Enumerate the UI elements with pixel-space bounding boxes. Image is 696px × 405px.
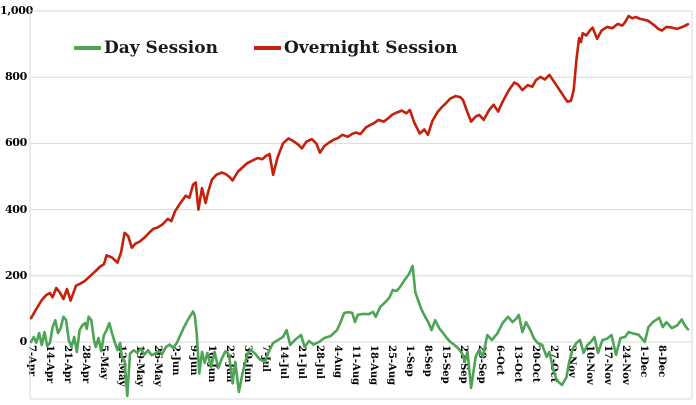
legend: Day Session Overnight Session: [74, 38, 458, 58]
overnight-session-line-swatch: [253, 46, 281, 50]
legend-item-overnight-session: Overnight Session: [253, 38, 458, 58]
overnight-session-legend-label: Overnight Session: [283, 38, 458, 58]
day-session-line-swatch: [74, 46, 101, 50]
y-axis-label: 600: [4, 136, 27, 150]
y-axis-label: 200: [4, 268, 27, 282]
y-axis-label: 0: [19, 335, 28, 348]
legend-item-day-session: Day Session: [74, 38, 218, 58]
day-session-legend-label: Day Session: [104, 38, 218, 58]
y-axis-label: 1,000: [0, 4, 33, 17]
series-line-day-session: [29, 264, 690, 398]
y-axis-label: 400: [4, 202, 27, 216]
series-line-overnight-session: [29, 14, 690, 320]
y-axis-label: 800: [4, 70, 27, 84]
